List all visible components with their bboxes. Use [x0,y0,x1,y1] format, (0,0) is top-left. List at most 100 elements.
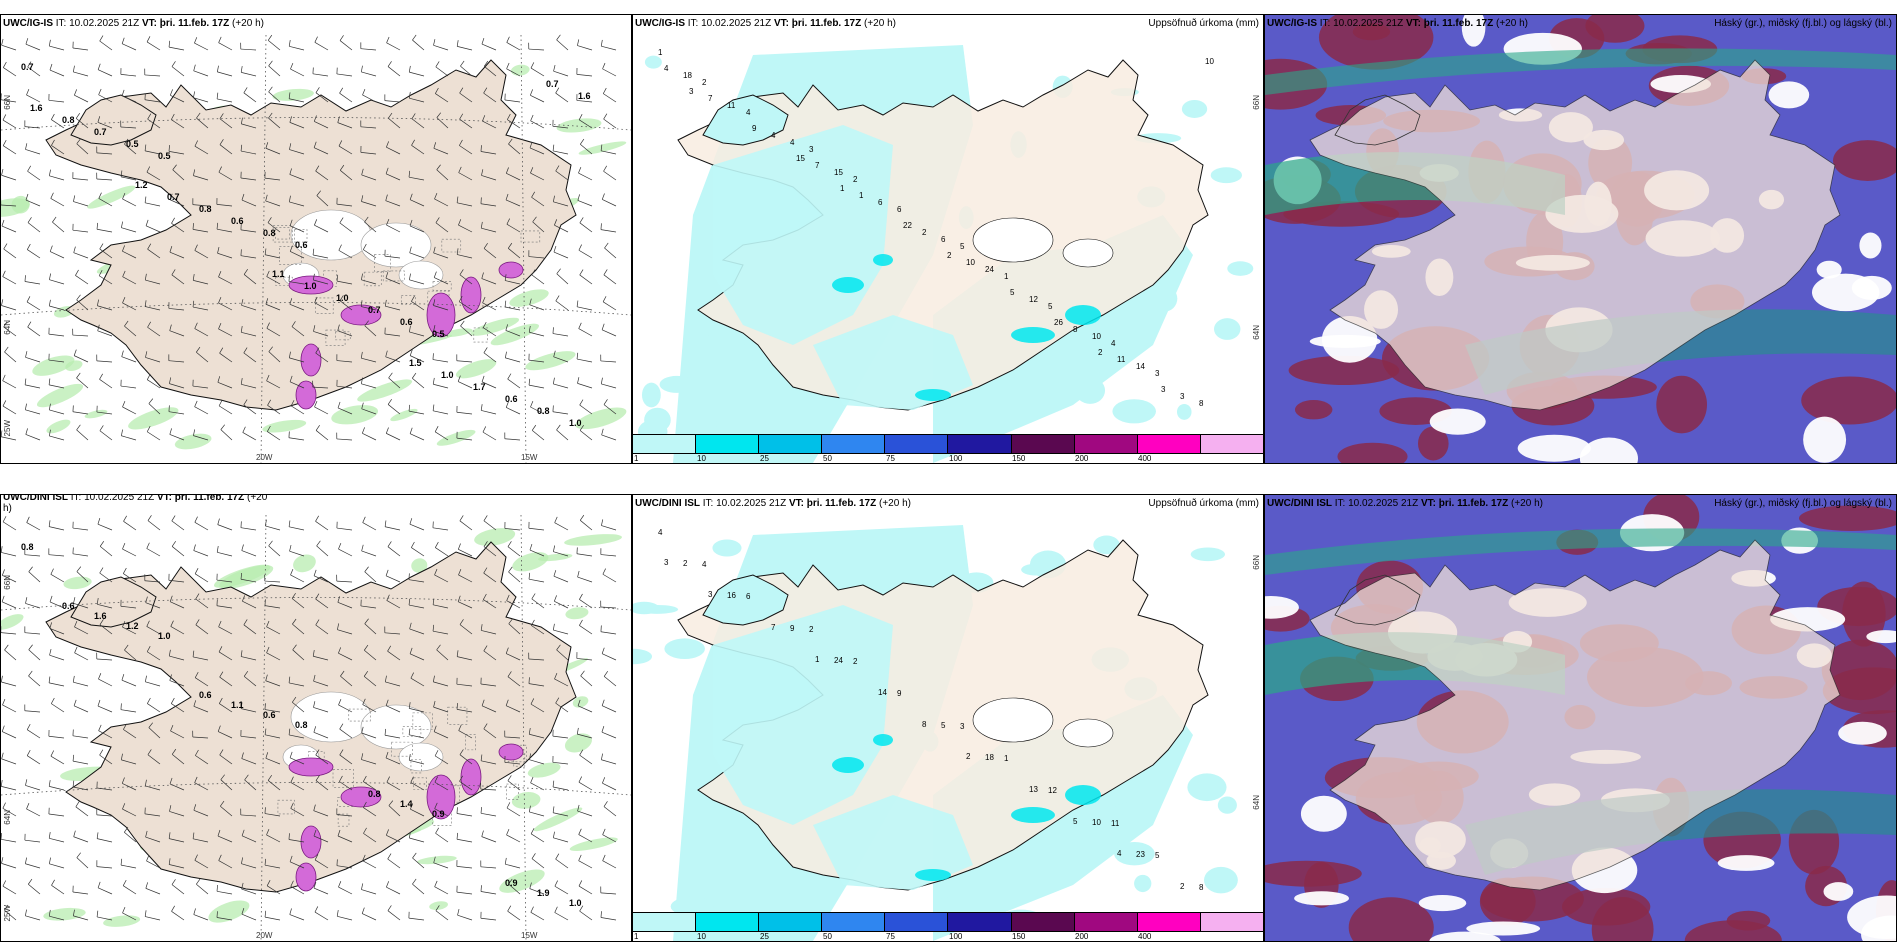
wind-barb [192,274,209,285]
barb-flag [528,727,531,735]
wind-barb [578,167,593,181]
clear-sky-patch [1429,931,1501,941]
barb-staff [362,432,377,441]
barb-staff [434,755,449,765]
lon-label-15w: 15W [521,453,538,462]
barb-flag [385,427,389,434]
wind-barb [577,194,593,207]
barb-staff [339,781,353,791]
barb-staff [458,381,473,389]
barb-flag [336,521,338,529]
wind-barb [314,219,329,233]
barb-flag [99,373,103,380]
hatched-area [473,327,488,343]
graticule-lat [1,782,631,796]
barb-flag [601,699,605,706]
barb-staff [25,785,41,791]
precip-value-label: 3 [1180,392,1185,401]
barb-flag [146,36,151,43]
wind-barb [436,644,449,661]
barb-flag [218,322,222,330]
wind-barb [339,35,353,51]
wind-barb [240,808,257,817]
barb-flag [315,593,320,600]
barb-flag [1,430,3,437]
barb-staff [409,653,425,661]
barb-staff [1,305,17,311]
barb-staff [506,42,521,51]
wind-barb [171,269,185,285]
wind-barb [268,346,281,363]
precip-streak [411,558,428,573]
barb-flag [24,548,26,555]
barb-flag [26,516,30,523]
wind-barb [576,652,593,661]
wind-barb [290,802,305,817]
barb-flag [364,618,369,624]
barb-staff [27,755,41,765]
barb-flag [96,652,98,660]
barb-staff [457,601,473,609]
barb-staff [360,126,377,129]
clear-sky-patch [1823,882,1854,901]
barb-flag [289,375,293,382]
barb-flag [48,403,51,411]
barb-flag [240,729,242,737]
wind-barb [24,378,41,389]
clear-sky-patch [1768,81,1810,109]
barb-flag [364,566,369,572]
wind-barb [218,646,233,661]
panel-bottom-right: UWC/DINI ISL IT: 10.02.2025 21Z VT: þri.… [1264,494,1897,942]
barb-staff [506,173,521,181]
wind-barb [28,644,41,661]
wind-barb [147,243,161,259]
barb-staff [409,523,425,531]
wind-barb [602,62,617,77]
wind-barb [267,425,281,441]
barb-staff [122,783,137,791]
barb-staff [531,598,545,609]
barb-flag [459,87,464,94]
wind-barb [146,645,161,661]
colorbar-tick-label: 150 [1012,454,1026,463]
wind-barb [363,827,377,843]
barb-staff [387,858,401,869]
barb-staff [49,786,65,791]
barb-staff [361,306,377,311]
barb-flag [24,275,26,282]
wind-barb [268,60,281,77]
barb-staff [456,360,473,363]
barb-staff [289,225,305,233]
barb-flag [96,222,98,230]
wind-barb [243,670,257,687]
barb-staff [577,810,593,817]
barb-staff [602,301,617,311]
glacier-area [398,742,444,772]
barb-staff [218,42,233,51]
barb-flag [456,248,459,255]
high-cloud-patch [1842,581,1886,647]
barb-staff [169,811,185,817]
barb-staff [266,652,281,661]
barb-flag [48,93,50,101]
colorbar-swatch [696,913,760,931]
barb-flag [456,405,458,413]
barb-flag [243,347,248,354]
barb-staff [98,198,113,207]
wind-barb [26,89,41,103]
barb-staff [482,120,497,129]
barb-staff [361,201,377,207]
wind-barb [144,779,161,791]
barb-staff [217,524,233,531]
barb-staff [266,834,281,843]
wind-barb [578,854,593,869]
precip-value-label: 1 [1004,754,1009,763]
barb-staff [432,359,449,363]
barb-staff [364,325,377,337]
wind-barb [386,881,401,895]
wind-barb [601,428,617,441]
wind-barb [579,269,593,285]
wind-barb [579,514,593,531]
barb-staff [336,280,353,285]
barb-staff [313,279,329,285]
